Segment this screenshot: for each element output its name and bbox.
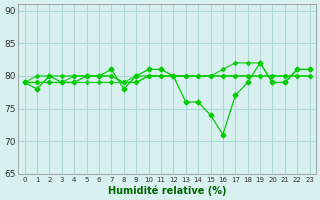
X-axis label: Humidité relative (%): Humidité relative (%) (108, 185, 226, 196)
